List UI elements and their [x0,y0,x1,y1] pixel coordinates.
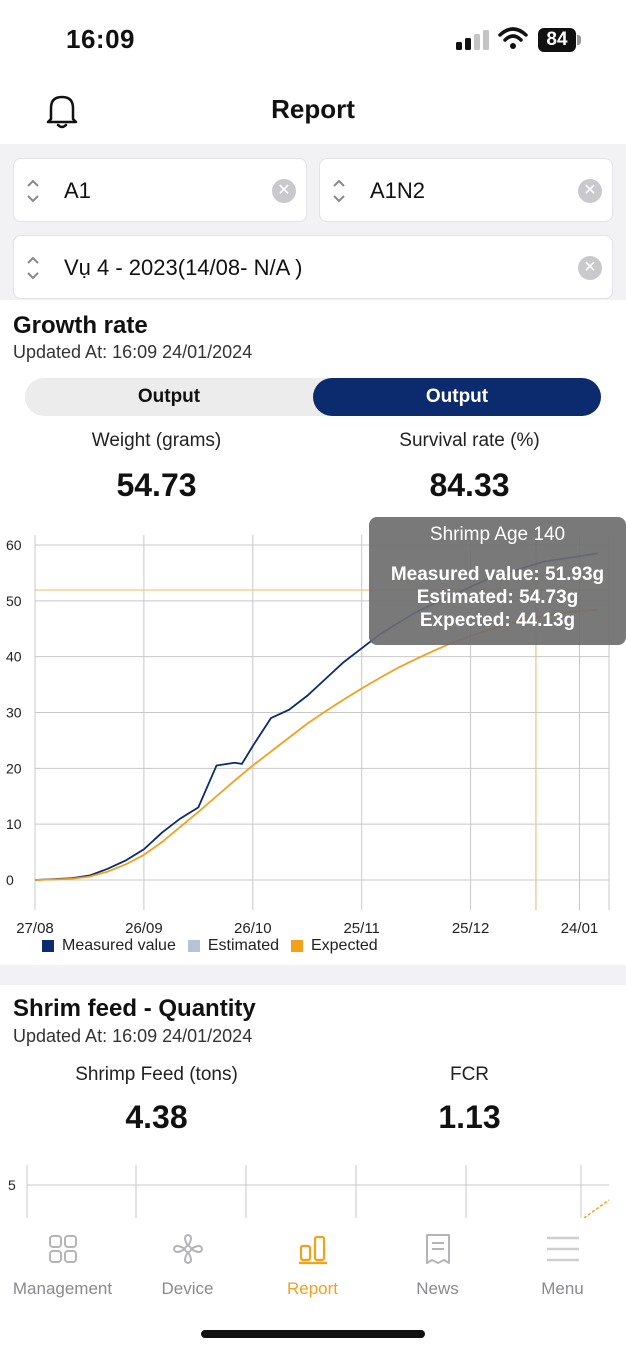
page-title: Report [271,94,355,124]
legend-estimated[interactable]: Estimated [187,937,279,955]
updown-chevron-icon [27,256,39,280]
battery-icon: 84 [538,28,576,52]
output-segmented-control: Output Output [25,378,601,416]
pond-select[interactable]: A1 ✕ [13,158,307,222]
legend-label-expected: Expected [310,937,378,954]
tab-label-report: Report [286,1279,339,1298]
battery-tip [577,35,581,45]
legend-swatch-measured [42,940,54,952]
sub-pond-select[interactable]: A1N2 ✕ [319,158,613,222]
growth-rate-title: Growth rate [13,312,148,339]
survival-rate-value: 84.33 [429,467,510,503]
cellular-signal-icon [456,30,489,50]
fcr-value: 1.13 [438,1099,501,1135]
feed-card: Shrim feed - Quantity Updated At: 16:09 … [0,985,626,1218]
tab-device[interactable]: Device [125,1232,250,1299]
legend-swatch-expected [290,940,303,952]
home-indicator [201,1330,425,1338]
menu-icon [546,1236,579,1262]
sub-pond-select-value: A1N2 [370,178,426,203]
clear-icon[interactable]: ✕ [578,179,602,203]
grid-icon [48,1235,77,1263]
tab-label-news: News [416,1279,459,1298]
pond-select-value: A1 [64,178,91,203]
tab-menu[interactable]: Menu [500,1232,625,1299]
feed-updated-at: Updated At: 16:09 24/01/2024 [13,1026,253,1046]
clear-icon[interactable]: ✕ [272,179,296,203]
status-time: 16:09 [66,24,135,54]
news-icon [425,1234,450,1264]
tab-report[interactable]: Report [250,1232,375,1299]
chart-legend: Measured value Estimated Expected [42,937,390,955]
weight-value: 54.73 [116,467,197,503]
weight-label: Weight (grams) [91,430,222,451]
updown-chevron-icon [333,179,345,203]
updown-chevron-icon [27,179,39,203]
clear-icon[interactable]: ✕ [578,256,602,280]
growth-updated-at: Updated At: 16:09 24/01/2024 [13,342,253,362]
tab-label-device: Device [161,1279,214,1298]
survival-rate-label: Survival rate (%) [399,430,540,451]
fcr-label: FCR [449,1064,490,1085]
tab-label-menu: Menu [541,1279,584,1298]
bottom-tab-bar: Management Device Report News [0,1218,626,1352]
shrimp-feed-value: 4.38 [125,1099,188,1135]
tooltip-estimated: Estimated: 54.73g [416,587,579,608]
tab-news[interactable]: News [375,1232,500,1299]
tooltip-measured: Measured value: 51.93g [390,564,605,585]
legend-label-estimated: Estimated [207,937,279,954]
chart-tooltip: Shrimp Age 140 Measured value: 51.93g Es… [369,517,626,645]
season-select-value: Vụ 4 - 2023(14/08- N/A ) [64,255,303,280]
fan-icon [172,1233,203,1265]
legend-swatch-estimated [187,940,200,952]
season-select[interactable]: Vụ 4 - 2023(14/08- N/A ) ✕ [13,235,613,299]
status-bar: 16:09 84 [0,0,626,80]
tooltip-expected: Expected: 44.13g [419,610,576,631]
feed-title: Shrim feed - Quantity [13,995,256,1022]
legend-measured[interactable]: Measured value [42,937,176,955]
bar-chart-icon [298,1235,327,1265]
app-header: Report [0,80,626,144]
legend-expected[interactable]: Expected [290,937,378,955]
wifi-icon [498,27,528,49]
shrimp-feed-label: Shrimp Feed (tons) [75,1064,238,1085]
segment-right-button[interactable]: Output [313,378,601,416]
tab-label-management: Management [12,1279,113,1298]
bell-icon[interactable] [44,92,80,130]
tab-management[interactable]: Management [0,1232,125,1299]
segment-left-button[interactable]: Output [137,386,201,407]
legend-label-measured: Measured value [62,937,176,954]
tooltip-title: Shrimp Age 140 [429,524,566,545]
